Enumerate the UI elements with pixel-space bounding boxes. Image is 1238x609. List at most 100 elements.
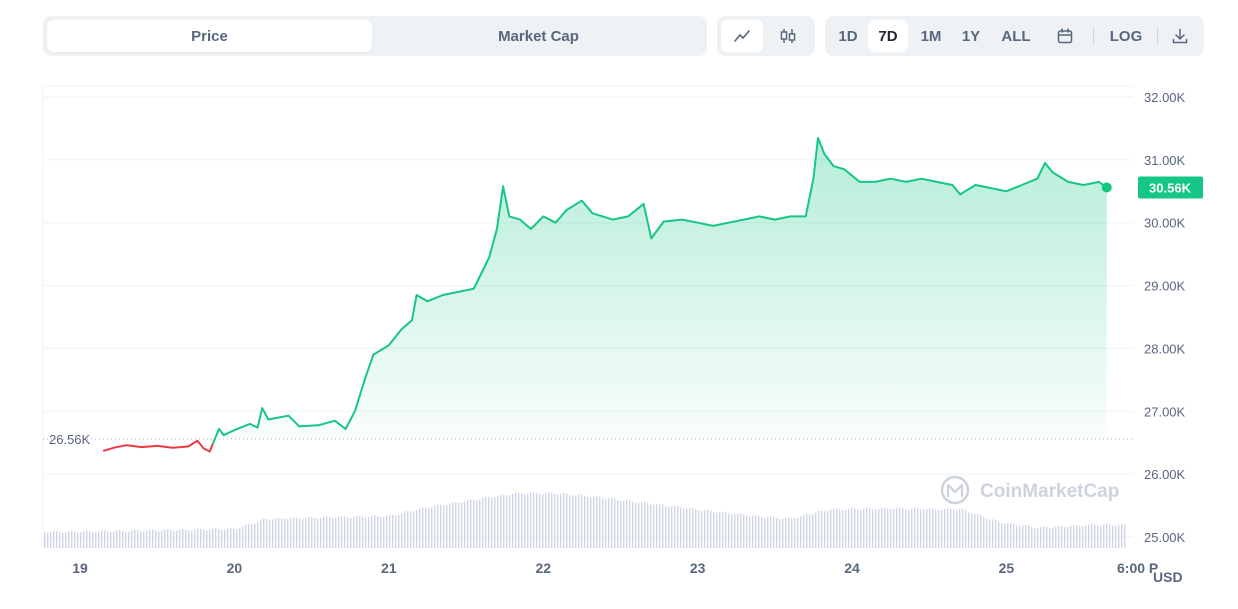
volume-bar: [335, 518, 337, 548]
volume-bar: [635, 502, 637, 548]
volume-bar: [743, 514, 745, 548]
volume-bar: [272, 519, 274, 548]
volume-bar: [416, 510, 418, 548]
volume-bar: [659, 503, 661, 548]
volume-bar: [431, 507, 433, 548]
volume-bar: [344, 516, 346, 548]
volume-bar: [641, 502, 643, 548]
volume-bar: [548, 491, 550, 548]
volume-bar: [1097, 525, 1099, 548]
log-scale-button[interactable]: LOG: [1109, 27, 1143, 45]
volume-bar: [719, 512, 721, 548]
volume-bar: [569, 494, 571, 548]
date-range-button[interactable]: [1045, 20, 1085, 52]
download-icon: [1172, 28, 1188, 44]
x-tick-label: 24: [844, 560, 860, 576]
range-1m-button[interactable]: 1M: [920, 27, 942, 45]
volume-bar: [503, 494, 505, 548]
volume-bar: [611, 497, 613, 548]
volume-bar: [650, 504, 652, 548]
volume-bar: [1061, 525, 1063, 548]
volume-bar: [500, 494, 502, 548]
volume-bar: [284, 519, 286, 548]
volume-bar: [896, 508, 898, 548]
volume-bar: [974, 514, 976, 548]
volume-bar: [80, 532, 82, 548]
volume-bar: [302, 518, 304, 548]
volume-bar: [209, 529, 211, 548]
volume-bar: [980, 515, 982, 548]
volume-bar: [725, 511, 727, 548]
volume-bar: [806, 514, 808, 548]
volume-bar: [1088, 524, 1090, 548]
candlestick-chart-button[interactable]: [767, 20, 809, 52]
volume-bar: [746, 516, 748, 548]
watermark-text: CoinMarketCap: [980, 481, 1119, 502]
volume-bar: [1004, 523, 1006, 548]
volume-bar: [638, 502, 640, 548]
volume-bar: [440, 504, 442, 548]
volume-bar: [1067, 527, 1069, 548]
volume-bar: [1082, 526, 1084, 548]
line-chart-button[interactable]: [721, 20, 763, 52]
volume-bar: [401, 513, 403, 548]
volume-bar: [257, 521, 259, 548]
volume-bar: [1124, 524, 1126, 548]
volume-bar: [230, 528, 232, 548]
y-tick-label: 27.00K: [1144, 404, 1186, 419]
volume-bar: [458, 502, 460, 548]
volume-bar: [581, 494, 583, 548]
volume-bar: [770, 516, 772, 548]
volume-bar: [314, 517, 316, 548]
tab-market-cap[interactable]: Market Cap: [498, 27, 579, 45]
y-tick-label: 28.00K: [1144, 341, 1186, 356]
volume-bar: [935, 509, 937, 548]
toolbar-divider: [1157, 27, 1158, 45]
volume-bar: [515, 492, 517, 548]
volume-bar: [68, 531, 70, 548]
range-7d-button[interactable]: 7D: [868, 20, 908, 52]
volume-bar: [428, 508, 430, 548]
volume-bar: [392, 514, 394, 548]
volume-bar: [95, 532, 97, 548]
volume-bar: [494, 497, 496, 548]
volume-bar: [956, 510, 958, 548]
volume-bar: [464, 501, 466, 548]
x-tick-label: 19: [72, 560, 88, 576]
volume-bar: [704, 510, 706, 548]
range-all-button[interactable]: ALL: [1001, 27, 1031, 45]
volume-bar: [680, 507, 682, 548]
range-1d-button[interactable]: 1D: [838, 27, 858, 45]
volume-bar: [620, 501, 622, 548]
volume-bar: [1019, 526, 1021, 548]
volume-bar: [905, 509, 907, 548]
volume-bar: [845, 509, 847, 548]
volume-bar: [197, 528, 199, 548]
volume-bar: [44, 532, 46, 548]
volume-bar: [800, 516, 802, 548]
volume-bar: [539, 494, 541, 548]
volume-bar: [848, 508, 850, 548]
volume-bar: [350, 517, 352, 548]
volume-bar: [473, 500, 475, 548]
volume-bar: [809, 514, 811, 548]
x-tick-label: 6:00 P: [1117, 560, 1158, 576]
volume-bar: [359, 515, 361, 548]
volume-bar: [842, 510, 844, 548]
volume-bar: [1094, 524, 1096, 548]
volume-bar: [125, 531, 127, 548]
volume-bar: [575, 495, 577, 548]
volume-bar: [65, 532, 67, 548]
volume-bar: [1037, 528, 1039, 548]
tab-price[interactable]: Price: [47, 20, 372, 52]
volume-bar: [170, 530, 172, 548]
volume-bar: [551, 492, 553, 548]
volume-bar: [443, 505, 445, 548]
current-price-dot: [1101, 182, 1112, 193]
range-1y-button[interactable]: 1Y: [961, 27, 981, 45]
download-button[interactable]: [1160, 20, 1200, 52]
volume-bar: [479, 499, 481, 548]
volume-bar: [1112, 525, 1114, 548]
